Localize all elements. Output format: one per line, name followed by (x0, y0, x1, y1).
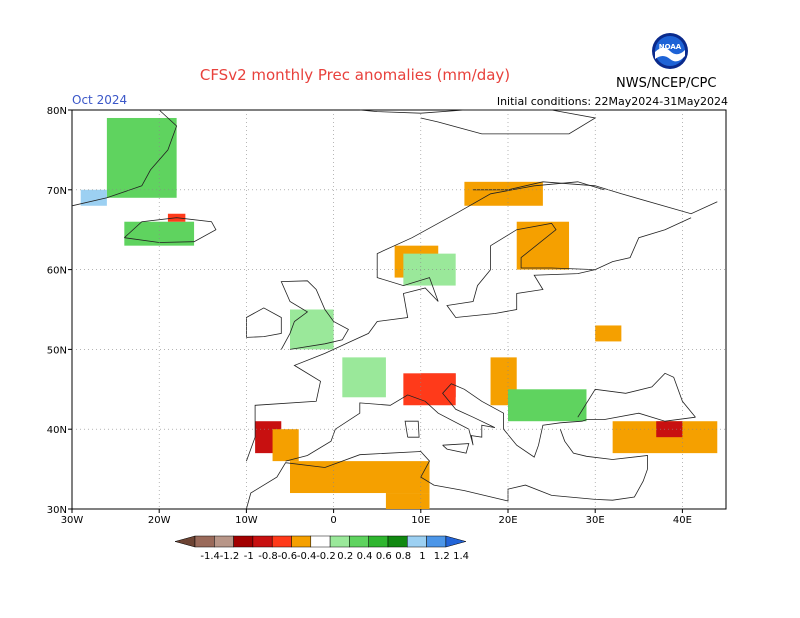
colorbar-label: -1.4 (200, 551, 220, 562)
anomaly-cell (403, 373, 456, 406)
coastline-segment (280, 280, 349, 350)
lon-label: 40E (673, 515, 692, 526)
colorbar-swatch (349, 535, 369, 548)
coastline-segment (246, 307, 282, 338)
colorbar-swatch (426, 535, 447, 548)
colorbar-label: -1 (244, 551, 254, 562)
lat-label: 40N (47, 425, 67, 436)
lon-label: 20E (498, 515, 517, 526)
colorbar-label: -1.2 (220, 551, 240, 562)
colorbar-swatch (214, 535, 234, 548)
lat-label: 60N (47, 266, 67, 277)
coastline-segment (124, 217, 217, 243)
coastline-segment (442, 443, 470, 454)
anomaly-cell (403, 253, 456, 286)
colorbar-label: 1.4 (453, 551, 469, 562)
colorbar-label: 0.2 (337, 551, 353, 562)
colorbar-label: -0.2 (316, 551, 336, 562)
colorbar-swatch (291, 535, 312, 548)
coastline-segment (359, 109, 597, 135)
colorbar-swatch (252, 535, 273, 548)
anomaly-cell (595, 325, 622, 342)
anomaly-cell (106, 117, 177, 198)
coastline-segment (595, 217, 692, 270)
colorbar: -1.4 -1.2 -1 -0.8 -0.6 -0.4 -0.2 0.2 0.4 0.6 0.8 1 1… (174, 535, 469, 562)
svg-text:NOAA: NOAA (659, 43, 682, 51)
coastlines (71, 109, 718, 510)
lon-label: 30E (586, 515, 605, 526)
colorbar-min-arrow (174, 535, 196, 548)
anomaly-cell (385, 493, 430, 509)
lon-label: 10E (411, 515, 430, 526)
forecast-month: Oct 2024 (72, 93, 128, 107)
anomaly-cell (508, 389, 587, 422)
colorbar-swatch (329, 535, 350, 548)
graticule (72, 110, 726, 509)
coastline-segment (285, 383, 696, 462)
coastline-segment (577, 372, 696, 418)
anomaly-cell (516, 221, 570, 270)
colorbar-swatch (368, 535, 389, 548)
colorbar-swatch (407, 535, 427, 548)
longitude-labels: 30W 20W 10W 0 10E 20E 30E 40E (61, 509, 692, 526)
lon-label: 10W (235, 515, 258, 526)
colorbar-label: 1.2 (434, 551, 450, 562)
initial-conditions: Initial conditions: 22May2024-31May2024 (496, 95, 728, 108)
coastline-segment (71, 109, 178, 207)
colorbar-swatch (271, 535, 292, 548)
colorbar-label: 0.6 (376, 551, 392, 562)
lon-label: 0 (330, 515, 336, 526)
anomaly-cell (342, 357, 386, 398)
anomaly-cell (656, 421, 683, 438)
latitude-labels: 80N 70N 60N 50N 40N 30N (47, 106, 72, 516)
colorbar-swatch (387, 535, 408, 548)
lon-label: 20W (148, 515, 171, 526)
lat-label: 30N (47, 505, 67, 516)
anomaly-cell (80, 189, 107, 206)
colorbar-label: 0.8 (395, 551, 411, 562)
colorbar-label: -0.4 (297, 551, 317, 562)
colorbar-max-arrow (445, 535, 467, 548)
map-title: CFSv2 monthly Prec anomalies (mm/day) (199, 66, 511, 84)
coastline-segment (246, 181, 605, 462)
colorbar-label: 1 (419, 551, 425, 562)
anomaly-cell (272, 429, 299, 462)
noaa-logo-icon: NOAA (652, 33, 688, 69)
colorbar-label: -0.8 (258, 551, 278, 562)
colorbar-label: 0.4 (357, 551, 373, 562)
lat-label: 80N (47, 106, 67, 117)
lat-label: 50N (47, 345, 67, 356)
anomaly-cell (124, 221, 195, 246)
lon-label: 30W (61, 515, 84, 526)
colorbar-label: -0.6 (278, 551, 298, 562)
coastline-segment (446, 222, 596, 318)
lat-label: 70N (47, 186, 67, 197)
coastline-segment (559, 429, 648, 470)
anomaly-cell (290, 309, 334, 350)
colorbar-swatch (233, 535, 254, 548)
coastline-segment (404, 420, 420, 438)
colorbar-swatch (310, 535, 331, 548)
coastline-segment (246, 451, 648, 510)
colorbar-swatch (194, 535, 215, 548)
anomaly-layer (80, 117, 718, 509)
agency-label: NWS/NCEP/CPC (616, 76, 717, 91)
